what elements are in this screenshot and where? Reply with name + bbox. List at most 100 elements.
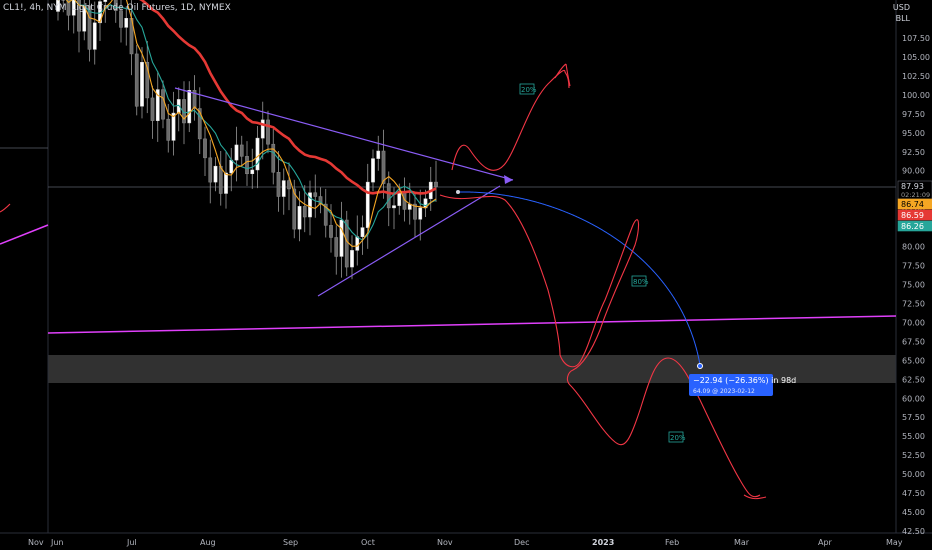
- y-tick-label: 47.50: [902, 489, 925, 498]
- x-tick-label: Nov: [437, 538, 453, 547]
- candle: [224, 151, 228, 209]
- x-tick-label: Feb: [665, 538, 679, 547]
- candle: [150, 85, 155, 139]
- candle: [208, 139, 213, 204]
- sketch-arrow-head: [743, 494, 767, 500]
- sketch-bearish-path[interactable]: [439, 194, 761, 498]
- price-axis[interactable]: 107.50 105.00 102.50 100.00 97.50 95.00 92.50 9…: [902, 34, 930, 536]
- candle: [266, 110, 270, 154]
- candle: [66, 0, 71, 31]
- candle: [381, 129, 386, 199]
- candle: [155, 71, 160, 142]
- projection-end-dot: [697, 363, 703, 369]
- x-tick-label: May: [886, 538, 903, 547]
- y-tick-label: 80.00: [902, 243, 925, 252]
- candle: [203, 126, 207, 177]
- candle: [334, 225, 339, 275]
- y-tick-label: 92.50: [902, 148, 925, 157]
- candle: [61, 0, 66, 13]
- candle: [355, 215, 360, 266]
- price-tag-value: 86.74: [901, 200, 924, 209]
- time-axis[interactable]: Nov Jun Jul Aug Sep Oct Nov Dec 2023 Feb Mar Apr May: [28, 538, 903, 547]
- measure-sub-text: 64.09 @ 2023-02-12: [693, 388, 755, 395]
- y-tick-label: 95.00: [902, 129, 925, 138]
- y-tick-label: 77.50: [902, 262, 925, 271]
- symbol-label[interactable]: CL1!, 4h, NYM: [3, 3, 67, 13]
- x-tick-label: Dec: [514, 538, 529, 547]
- ascending-trendline[interactable]: [317, 185, 501, 297]
- ma-fast-line[interactable]: [57, 0, 437, 241]
- projection-curve[interactable]: [457, 191, 701, 366]
- y-tick-label: 102.50: [902, 72, 930, 81]
- pct-label-3[interactable]: 20%: [668, 431, 686, 443]
- quantity-unit: BLL: [895, 14, 910, 23]
- candle: [197, 87, 202, 155]
- y-tick-label: 57.50: [902, 413, 925, 422]
- y-tick-label: 97.50: [902, 110, 925, 119]
- candle: [281, 168, 286, 215]
- candle: [292, 179, 297, 239]
- y-tick-label: 55.00: [902, 432, 925, 441]
- candles-group: [56, 0, 438, 280]
- x-tick-label: Mar: [734, 538, 750, 547]
- left-support-line[interactable]: [0, 224, 49, 245]
- chart-header[interactable]: CL1!, 4h, NYM Light Crude Oil Futures, 1…: [3, 3, 233, 13]
- pct-label-2-text: 80%: [633, 278, 649, 286]
- candle: [218, 151, 223, 206]
- candle: [308, 180, 312, 236]
- projection-start-dot: [456, 190, 460, 194]
- candle: [134, 44, 139, 116]
- candle: [323, 188, 328, 238]
- candle: [192, 75, 197, 121]
- x-tick-label: Apr: [818, 538, 833, 547]
- candle: [371, 149, 375, 192]
- price-tag: 86.26: [897, 220, 932, 232]
- x-tick-label: Aug: [200, 538, 216, 547]
- trendline-arrowhead: [504, 175, 513, 184]
- candle: [276, 151, 281, 212]
- measure-tooltip[interactable]: −22.94 (−26.36%) in 98d 64.09 @ 2023-02-…: [689, 374, 796, 396]
- price-tag-value: 87.93: [901, 182, 924, 191]
- candle: [271, 129, 276, 185]
- candle: [350, 235, 354, 280]
- candle: [376, 135, 381, 171]
- candle: [234, 126, 239, 182]
- pct-label-1[interactable]: 20%: [519, 83, 537, 95]
- y-tick-label: 100.00: [902, 91, 930, 100]
- candle: [313, 174, 318, 218]
- moving-averages: [57, 0, 437, 247]
- y-tick-label: 70.00: [902, 318, 925, 327]
- candle: [339, 201, 344, 278]
- y-tick-label: 52.50: [902, 451, 925, 460]
- sketch-arrow-head-top: [554, 63, 571, 87]
- candle: [287, 162, 291, 211]
- y-tick-label: 105.00: [902, 53, 930, 62]
- ma-slow-line[interactable]: [58, 0, 437, 196]
- pct-label-1-text: 20%: [521, 86, 537, 94]
- x-tick-label: Sep: [283, 538, 298, 547]
- price-tag-value: 86.26: [901, 222, 924, 231]
- candle: [250, 148, 255, 189]
- candle: [113, 0, 118, 23]
- x-tick-label: Nov: [28, 538, 44, 547]
- y-tick-label: 65.00: [902, 356, 925, 365]
- price-tag-countdown: 02:21:09: [901, 191, 930, 199]
- candle: [213, 157, 218, 192]
- x-tick-label: 2023: [592, 538, 614, 547]
- sketch-bullish-path[interactable]: [451, 69, 570, 171]
- candle: [318, 187, 323, 214]
- price-tag: 86.59: [897, 209, 932, 221]
- candle: [124, 6, 129, 46]
- y-tick-label: 107.50: [902, 34, 930, 43]
- y-tick-label: 42.50: [902, 527, 925, 536]
- candle: [119, 0, 123, 43]
- horizontal-support-line[interactable]: [47, 315, 897, 334]
- pct-label-2[interactable]: 80%: [631, 275, 649, 287]
- descending-trendline[interactable]: [174, 87, 514, 181]
- ma-mid-line[interactable]: [57, 0, 437, 247]
- y-tick-label: 50.00: [902, 470, 925, 479]
- candle: [229, 147, 234, 192]
